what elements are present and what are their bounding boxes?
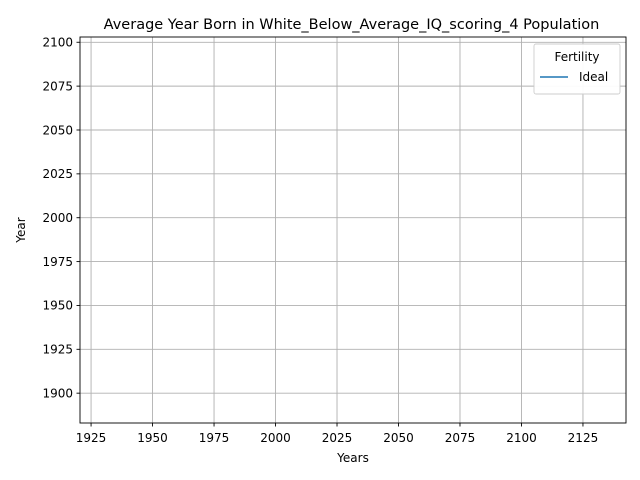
y-tick-label: 2050: [42, 123, 73, 137]
x-tick-label: 1925: [76, 431, 107, 445]
y-tick-label: 1925: [42, 343, 73, 357]
legend-frame: [533, 43, 621, 95]
chart-title: Average Year Born in White_Below_Average…: [104, 17, 600, 33]
y-tick-label: 2100: [42, 36, 73, 50]
x-tick-label: 2050: [383, 431, 414, 445]
x-tick-label: 1975: [199, 431, 230, 445]
y-tick-label: 2075: [42, 79, 73, 93]
x-axis: 1925 1950 1975 2000 2025 2050 2075 2100 2125: [76, 423, 598, 445]
y-tick-label: 1900: [42, 386, 73, 400]
x-tick-label: 2025: [322, 431, 353, 445]
plot-frame: [79, 36, 627, 424]
x-tick-label: 1950: [137, 431, 168, 445]
legend-entry-ideal: Ideal: [579, 70, 608, 84]
y-tick-label: 1950: [42, 299, 73, 313]
y-tick-label: 2000: [42, 211, 73, 225]
x-tick-label: 2075: [445, 431, 476, 445]
x-tick-label: 2100: [506, 431, 537, 445]
x-axis-label: Years: [336, 451, 369, 465]
y-tick-label: 1975: [42, 255, 73, 269]
x-tick-label: 2000: [260, 431, 291, 445]
legend-title: Fertility: [554, 50, 599, 64]
y-axis: 1900 1925 1950 1975 2000 2025 2050 2075 2100: [42, 36, 80, 400]
y-tick-label: 2025: [42, 167, 73, 181]
y-axis-label: Year: [14, 217, 28, 243]
legend: Fertility Ideal: [533, 43, 621, 95]
x-tick-label: 2125: [568, 431, 599, 445]
grid-lines: [80, 37, 626, 423]
